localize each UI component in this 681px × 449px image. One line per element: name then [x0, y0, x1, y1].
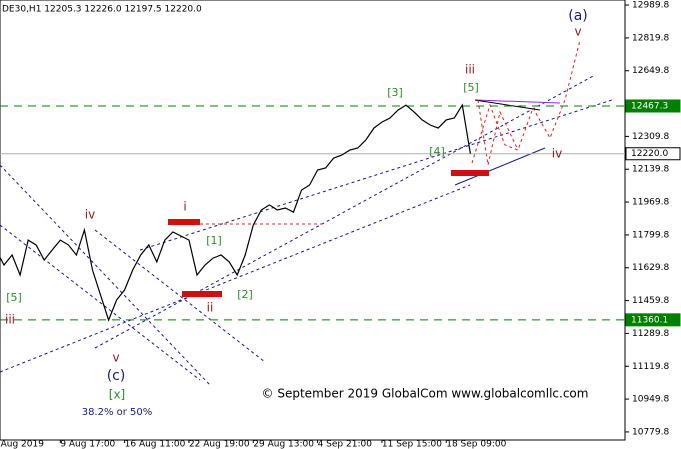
- marker: [168, 219, 200, 225]
- wave-label: (c): [107, 368, 126, 384]
- wave-label: 38.2% or 50%: [82, 407, 153, 418]
- price-line: [0, 103, 471, 322]
- channel-line: [0, 224, 201, 381]
- wave-label: iii: [465, 63, 475, 77]
- y-tick-label: 11119.8: [632, 362, 669, 372]
- y-tick-label: 12649.8: [632, 66, 669, 76]
- y-tick-label: 11289.8: [632, 329, 669, 339]
- y-tick-label: 11629.8: [632, 263, 669, 273]
- chart-title: DE30,H1 12205.3 12226.0 12197.5 12220.0: [2, 5, 202, 15]
- x-tick-label: 9 Aug 17:00: [60, 440, 115, 449]
- channel-line: [0, 164, 211, 386]
- price-level-label: 12220.0: [631, 149, 668, 159]
- x-tick-label: 4 Sep 21:00: [318, 440, 373, 449]
- wave-label: [5]: [6, 291, 22, 304]
- wave-label: [x]: [109, 388, 125, 402]
- wave-label: ii: [207, 301, 214, 315]
- channel-line: [0, 184, 471, 373]
- marker: [451, 170, 489, 176]
- wave-label: v: [112, 351, 119, 365]
- wave-label: iii: [5, 313, 15, 327]
- price-level-label: 11360.1: [631, 315, 668, 325]
- projection-path: [477, 99, 519, 166]
- wave-label: [3]: [387, 86, 403, 99]
- wedge-line: [474, 99, 561, 104]
- price-level-box: [625, 313, 681, 327]
- wave-label: iv: [552, 147, 562, 161]
- y-tick-label: 11459.8: [632, 296, 669, 306]
- price-level-label: 12467.3: [631, 101, 668, 111]
- y-tick-label: 11799.8: [632, 230, 669, 240]
- wave-label: v: [574, 25, 581, 39]
- price-level-box: [625, 99, 681, 113]
- y-tick-label: 10779.8: [632, 427, 669, 437]
- price-layer: [0, 103, 625, 322]
- x-tick-label: 16 Aug 11:00: [125, 440, 186, 449]
- channel-line: [94, 74, 596, 349]
- wave-label: [1]: [206, 234, 222, 247]
- wave-label: [2]: [237, 288, 253, 301]
- markers: [168, 170, 489, 297]
- plot-frame: [0, 0, 626, 441]
- wave-label: [4]: [429, 145, 445, 158]
- y-tick-label: 12989.8: [632, 1, 669, 11]
- marker: [182, 291, 222, 297]
- wave-label: i: [183, 200, 186, 214]
- copyright: © September 2019 GlobalCom www.globalcom…: [262, 387, 589, 401]
- wave-label: (a): [568, 8, 588, 24]
- y-tick-label: 12309.8: [632, 132, 669, 142]
- y-tick-label: 11969.8: [632, 198, 669, 208]
- channel-lines: [0, 74, 613, 386]
- wedge-line: [474, 99, 541, 111]
- y-tick-label: 12139.8: [632, 165, 669, 175]
- x-tick-label: 5 Aug 2019: [0, 440, 44, 449]
- x-tick-label: 22 Aug 19:00: [189, 440, 250, 449]
- wave-label: [5]: [463, 81, 479, 94]
- channel-line: [139, 99, 613, 251]
- price-level-box: [625, 147, 681, 161]
- x-tick-label: 18 Sep 09:00: [446, 440, 506, 449]
- y-tick-label: 12819.8: [632, 33, 669, 43]
- y-tick-label: 10949.8: [632, 395, 669, 405]
- x-tick-label: 29 Aug 13:00: [253, 440, 314, 449]
- x-tick-label: 11 Sep 15:00: [382, 440, 442, 449]
- wave-label: iv: [85, 208, 95, 222]
